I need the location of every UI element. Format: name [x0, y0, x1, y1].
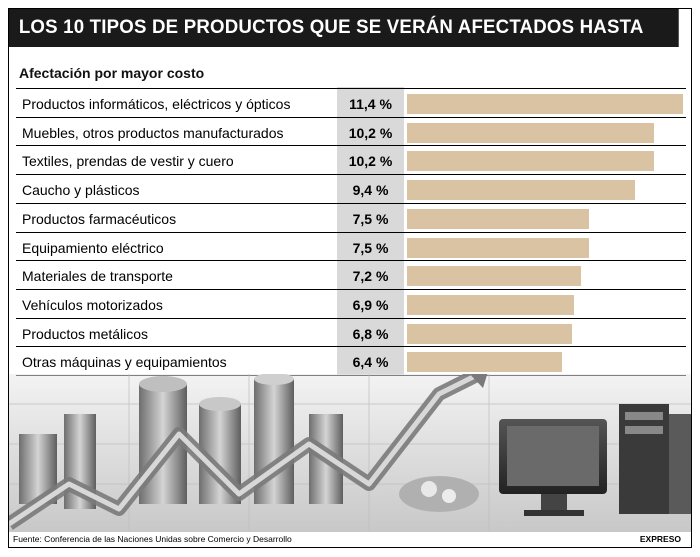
category-label: Materiales de transporte: [22, 268, 173, 285]
category-label: Otras máquinas y equipamientos: [22, 354, 227, 371]
value-label: 7,2 %: [352, 268, 389, 285]
infographic-frame: LOS 10 TIPOS DE PRODUCTOS QUE SE VERÁN A…: [8, 8, 692, 548]
category-label: Productos informáticos, eléctricos y ópt…: [22, 96, 291, 112]
value-label: 6,4 %: [352, 354, 389, 371]
value-label: 7,5 %: [352, 210, 389, 227]
value-column-background: [337, 87, 404, 375]
value-label: 10,2 %: [348, 124, 393, 141]
bar: [407, 237, 589, 258]
category-label: Equipamiento eléctrico: [22, 239, 164, 256]
bar: [407, 266, 581, 287]
computer-tower-2: [669, 414, 691, 514]
arrow-head: [469, 374, 488, 388]
background-illustration: [9, 374, 691, 534]
footer: Fuente: Conferencia de las Naciones Unid…: [9, 532, 691, 547]
row-divider: [16, 145, 686, 147]
chart-subtitle: Afectación por mayor costo: [19, 65, 205, 81]
bar: [407, 323, 572, 344]
value-label: 7,5 %: [352, 239, 389, 256]
row-divider: [16, 174, 686, 176]
bar: [407, 122, 654, 143]
source-note: Fuente: Conferencia de las Naciones Unid…: [13, 534, 292, 544]
value-label: 10,2 %: [348, 153, 393, 170]
bar: [407, 94, 683, 114]
category-label: Textiles, prendas de vestir y cuero: [22, 153, 234, 170]
category-label: Productos farmacéuticos: [22, 210, 177, 227]
row-divider: [16, 116, 686, 118]
pills: [399, 476, 479, 512]
bar: [407, 352, 562, 373]
row-divider: [16, 317, 686, 319]
value-label: 11,4 %: [349, 96, 392, 112]
category-label: Muebles, otros productos manufacturados: [22, 124, 284, 141]
row-divider: [16, 260, 686, 262]
row-divider: [16, 231, 686, 233]
chart-title: LOS 10 TIPOS DE PRODUCTOS QUE SE VERÁN A…: [9, 9, 679, 76]
bar: [407, 180, 635, 201]
value-label: 6,9 %: [352, 296, 389, 313]
bar: [407, 151, 654, 172]
category-label: Vehículos motorizados: [22, 296, 163, 313]
computer-tower: [619, 404, 669, 514]
value-label: 6,8 %: [352, 325, 389, 342]
illustration-grid: [9, 374, 691, 534]
row-divider: [16, 88, 686, 89]
value-label: 9,4 %: [352, 182, 389, 199]
publisher-credit: EXPRESO: [639, 534, 681, 544]
bar: [407, 294, 574, 315]
row-divider: [16, 288, 686, 290]
category-label: Caucho y plásticos: [22, 182, 140, 199]
row-divider: [16, 346, 686, 348]
category-label: Productos metálicos: [22, 325, 149, 342]
row-divider: [16, 202, 686, 204]
bar: [407, 208, 589, 229]
